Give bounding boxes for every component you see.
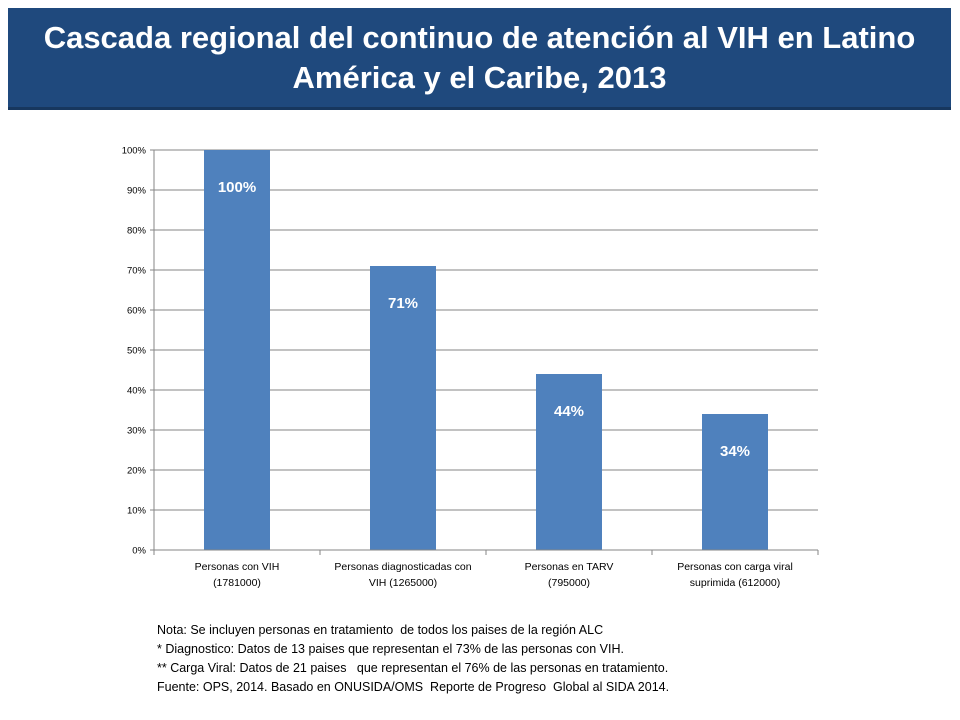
y-tick-label: 80%	[127, 226, 147, 237]
bar	[370, 266, 436, 550]
data-label: 71%	[388, 295, 418, 312]
y-tick-label: 70%	[127, 266, 147, 277]
note-line: ** Carga Viral: Datos de 21 paises que r…	[157, 661, 669, 675]
y-tick-label: 10%	[127, 506, 147, 517]
page-title: Cascada regional del continuo de atenció…	[43, 19, 916, 95]
data-label: 44%	[554, 403, 584, 420]
y-tick-label: 30%	[127, 426, 147, 437]
bar	[702, 414, 768, 550]
x-category-label: VIH (1265000)	[369, 577, 437, 589]
bar	[204, 150, 270, 550]
y-tick-label: 20%	[127, 466, 147, 477]
y-tick-label: 100%	[122, 146, 147, 157]
note-line: Fuente: OPS, 2014. Basado en ONUSIDA/OMS…	[157, 680, 670, 694]
y-tick-label: 60%	[127, 306, 147, 317]
chart-notes: Nota: Se incluyen personas en tratamient…	[157, 621, 917, 697]
y-tick-label: 50%	[127, 346, 147, 357]
x-category-label: (1781000)	[213, 577, 261, 589]
note-line: * Diagnostico: Datos de 13 paises que re…	[157, 642, 624, 656]
x-category-label: Personas con carga viral	[677, 561, 793, 573]
x-category-label: (795000)	[548, 577, 590, 589]
y-tick-label: 40%	[127, 386, 147, 397]
note-line: Nota: Se incluyen personas en tratamient…	[157, 623, 604, 637]
bar	[536, 374, 602, 550]
data-label: 100%	[218, 179, 256, 196]
y-tick-label: 0%	[132, 546, 146, 557]
x-category-label: Personas diagnosticadas con	[334, 561, 471, 573]
x-category-label: Personas en TARV	[525, 561, 614, 573]
data-label: 34%	[720, 443, 750, 460]
x-category-label: suprimida (612000)	[690, 577, 780, 589]
title-banner: Cascada regional del continuo de atenció…	[8, 8, 951, 110]
x-category-label: Personas con VIH	[195, 561, 280, 573]
y-tick-label: 90%	[127, 186, 147, 197]
